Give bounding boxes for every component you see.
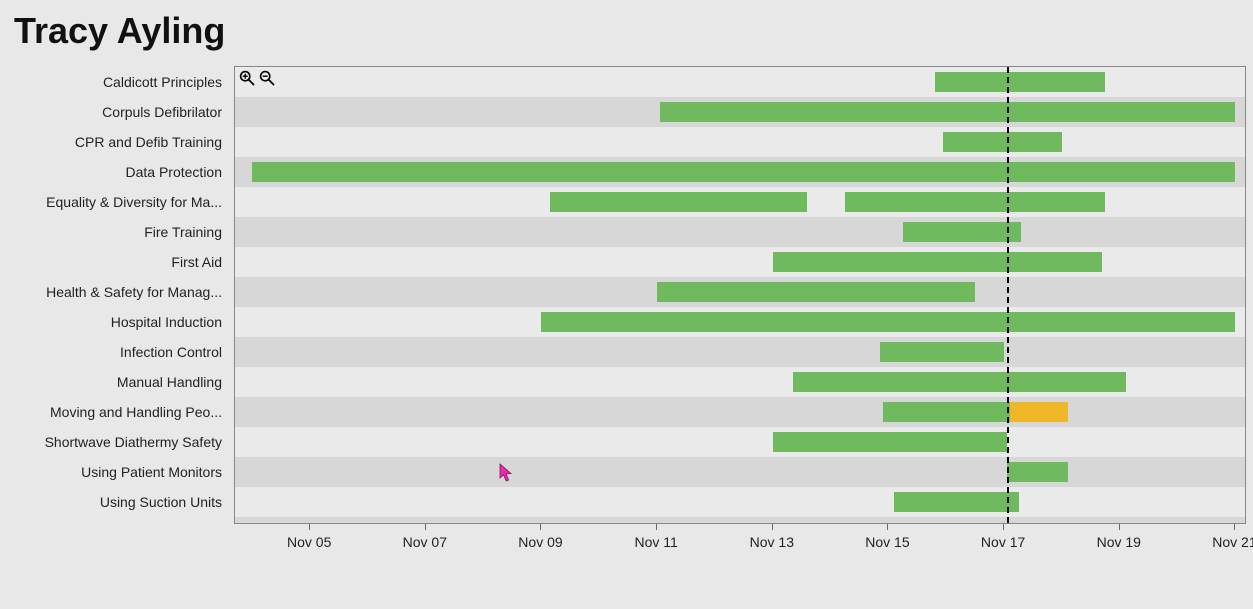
today-marker (1007, 67, 1009, 523)
row-label: Health & Safety for Manag... (12, 284, 222, 300)
row-stripe (235, 457, 1245, 487)
x-tick-label: Nov 07 (403, 534, 447, 550)
row-label: Data Protection (12, 164, 222, 180)
row-stripe (235, 487, 1245, 517)
zoom-in-icon[interactable] (239, 70, 255, 86)
row-label: Shortwave Diathermy Safety (12, 434, 222, 450)
gantt-bar[interactable] (252, 162, 1235, 182)
gantt-bar[interactable] (883, 402, 1010, 422)
gantt-bar[interactable] (845, 192, 1105, 212)
x-tick (772, 524, 773, 530)
row-stripe (235, 397, 1245, 427)
x-tick-label: Nov 17 (981, 534, 1025, 550)
gantt-bar[interactable] (660, 102, 1235, 122)
gantt-bar[interactable] (550, 192, 807, 212)
gantt-bar[interactable] (793, 372, 1126, 392)
row-label: Moving and Handling Peo... (12, 404, 222, 420)
row-label: Corpuls Defibrilator (12, 104, 222, 120)
gantt-bar[interactable] (657, 282, 975, 302)
row-label: Manual Handling (12, 374, 222, 390)
x-tick (1119, 524, 1120, 530)
x-tick-label: Nov 05 (287, 534, 331, 550)
row-stripe (235, 217, 1245, 247)
x-tick (425, 524, 426, 530)
zoom-out-icon[interactable] (259, 70, 275, 86)
gantt-bar[interactable] (1010, 402, 1068, 422)
x-tick-label: Nov 21 (1212, 534, 1253, 550)
row-label: First Aid (12, 254, 222, 270)
gantt-bar[interactable] (773, 252, 1103, 272)
x-tick (540, 524, 541, 530)
row-label: Fire Training (12, 224, 222, 240)
x-tick (887, 524, 888, 530)
x-tick-label: Nov 11 (634, 534, 677, 550)
row-label: Caldicott Principles (12, 74, 222, 90)
zoom-controls (239, 70, 275, 86)
row-label: Using Patient Monitors (12, 464, 222, 480)
row-label: Infection Control (12, 344, 222, 360)
gantt-bar[interactable] (880, 342, 1004, 362)
gantt-bar[interactable] (935, 72, 1106, 92)
plot-area[interactable] (234, 66, 1246, 524)
x-tick (656, 524, 657, 530)
x-tick (1234, 524, 1235, 530)
gantt-bar[interactable] (943, 132, 1062, 152)
gantt-bar[interactable] (541, 312, 1235, 332)
x-tick-label: Nov 13 (750, 534, 794, 550)
row-label: CPR and Defib Training (12, 134, 222, 150)
x-tick (309, 524, 310, 530)
x-tick-label: Nov 15 (865, 534, 909, 550)
row-label: Equality & Diversity for Ma... (12, 194, 222, 210)
x-tick-label: Nov 19 (1097, 534, 1141, 550)
page-title: Tracy Ayling (0, 0, 1253, 66)
row-stripe (235, 127, 1245, 157)
gantt-bar[interactable] (894, 492, 1018, 512)
row-stripe (235, 337, 1245, 367)
row-label: Hospital Induction (12, 314, 222, 330)
gantt-bar[interactable] (1007, 462, 1068, 482)
row-label: Using Suction Units (12, 494, 222, 510)
gantt-bar[interactable] (773, 432, 1007, 452)
gantt-bar[interactable] (903, 222, 1022, 242)
row-stripe (235, 427, 1245, 457)
x-tick-label: Nov 09 (518, 534, 562, 550)
x-tick (1003, 524, 1004, 530)
